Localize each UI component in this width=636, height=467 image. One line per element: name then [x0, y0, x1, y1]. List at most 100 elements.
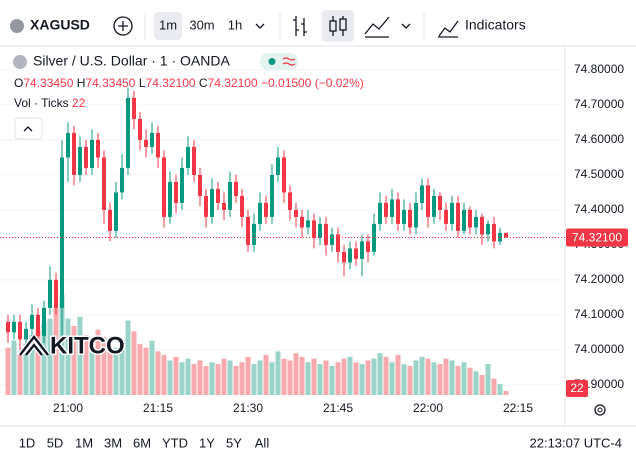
candle-body: [474, 216, 478, 228]
volume-bar: [239, 362, 245, 395]
volume-bar: [29, 335, 35, 395]
range-button[interactable]: 5D: [47, 435, 64, 450]
volume-bar: [95, 329, 101, 395]
volume-bar: [437, 364, 443, 395]
volume-bar: [485, 364, 491, 395]
range-button[interactable]: 1M: [75, 435, 93, 450]
ohlc-label: H: [77, 76, 86, 90]
volume-bar: [233, 365, 239, 395]
y-tick-label: 74.40000: [574, 202, 624, 216]
candle-body: [132, 97, 136, 119]
candle-body: [462, 209, 466, 231]
volume-bar: [299, 356, 305, 395]
volume-bar: [395, 355, 401, 395]
interval-button[interactable]: 1h: [228, 17, 242, 32]
clock: 22:13:07 UTC-4: [530, 435, 623, 450]
candle-body: [18, 321, 22, 340]
candle-body: [258, 202, 262, 224]
market-status[interactable]: [260, 53, 298, 70]
range-button[interactable]: 6M: [133, 435, 151, 450]
change: −0.01500 (−0.02%): [261, 76, 364, 90]
logo-mark: [19, 335, 49, 356]
candle-body: [24, 328, 28, 340]
candle-body: [294, 209, 298, 217]
symbol-icon: [10, 19, 24, 33]
range-button[interactable]: YTD: [162, 435, 188, 450]
candle-body: [426, 185, 430, 217]
interval-button[interactable]: 1m: [159, 17, 177, 32]
settings-button[interactable]: [594, 404, 606, 416]
last-price-box: [566, 228, 628, 247]
ohlc-value: 74.32100: [208, 76, 258, 90]
candle-body: [240, 195, 244, 217]
volume-bar: [353, 362, 359, 395]
range-button[interactable]: 1D: [19, 435, 36, 450]
candle-body: [366, 241, 370, 252]
volume-bar: [323, 360, 329, 395]
range-button[interactable]: All: [255, 435, 270, 450]
candle-body: [306, 220, 310, 228]
legend: Silver / U.S. Dollar · 1 · OANDA O74.334…: [13, 53, 364, 140]
volume-bar: [59, 295, 65, 395]
volume-bar: [221, 358, 227, 395]
volume-bar: [71, 325, 77, 395]
interval-active-bg: [154, 12, 182, 40]
candle-body: [168, 181, 172, 217]
ohlc-value: 74.33450: [23, 76, 73, 90]
volume-bar: [425, 358, 431, 395]
x-tick-label: 21:45: [323, 401, 353, 415]
volume-bar: [167, 360, 173, 395]
compare-button[interactable]: [113, 16, 133, 36]
range-button[interactable]: 1Y: [199, 435, 215, 450]
candle-body: [282, 157, 286, 193]
range-button[interactable]: 5Y: [226, 435, 242, 450]
volume-bar: [491, 378, 497, 395]
volume-bar: [245, 356, 251, 395]
volume-bar: [149, 340, 155, 395]
x-tick-label: 22:15: [503, 401, 533, 415]
candle-body: [312, 220, 316, 238]
volume-legend: Vol · Ticks 22: [14, 96, 86, 110]
indicators-button[interactable]: Indicators: [465, 17, 526, 33]
volume-bar: [479, 375, 485, 395]
candle-body: [456, 202, 460, 231]
settings-icon: [597, 407, 603, 413]
indicators-icon[interactable]: [438, 20, 459, 38]
last-volume-label: 22: [570, 381, 584, 395]
candle-body: [300, 216, 304, 228]
plot-area: 73.9000074.0000074.1000074.2000074.30000…: [0, 46, 628, 426]
status-dot: [268, 58, 276, 65]
volume-bar: [287, 360, 293, 395]
range-button[interactable]: 3M: [104, 435, 122, 450]
candle-body: [486, 223, 490, 235]
delay-icon: [282, 57, 296, 66]
volume-bar: [89, 340, 95, 395]
candle-body: [144, 139, 148, 147]
collapse-legend[interactable]: [14, 117, 43, 140]
y-tick-label: 74.00000: [574, 342, 624, 356]
candle-body: [216, 188, 220, 203]
chart-type-active-bg: [322, 10, 354, 42]
candle-body: [378, 202, 382, 224]
candle-body: [408, 209, 412, 228]
collapse-chevron: [23, 126, 33, 132]
area-icon[interactable]: [364, 16, 390, 38]
chevron[interactable]: [401, 23, 411, 29]
candle-body: [192, 146, 196, 175]
volume-bar: [443, 358, 449, 395]
volume-bar: [407, 365, 413, 395]
plus-icon: [118, 21, 128, 31]
candle-body: [174, 181, 178, 203]
candle-body: [276, 157, 280, 175]
interval-button[interactable]: 30m: [189, 17, 214, 32]
volume-bar: [269, 362, 275, 395]
chevron[interactable]: [255, 23, 265, 29]
last-volume-box: [566, 380, 588, 397]
candle-icon-body: [329, 20, 337, 32]
symbol[interactable]: XAGUSD: [30, 17, 90, 33]
watermark: KITCO: [18, 331, 126, 361]
volume-bar: [263, 355, 269, 395]
volume-bar: [41, 322, 47, 395]
bars-icon[interactable]: [293, 16, 307, 36]
